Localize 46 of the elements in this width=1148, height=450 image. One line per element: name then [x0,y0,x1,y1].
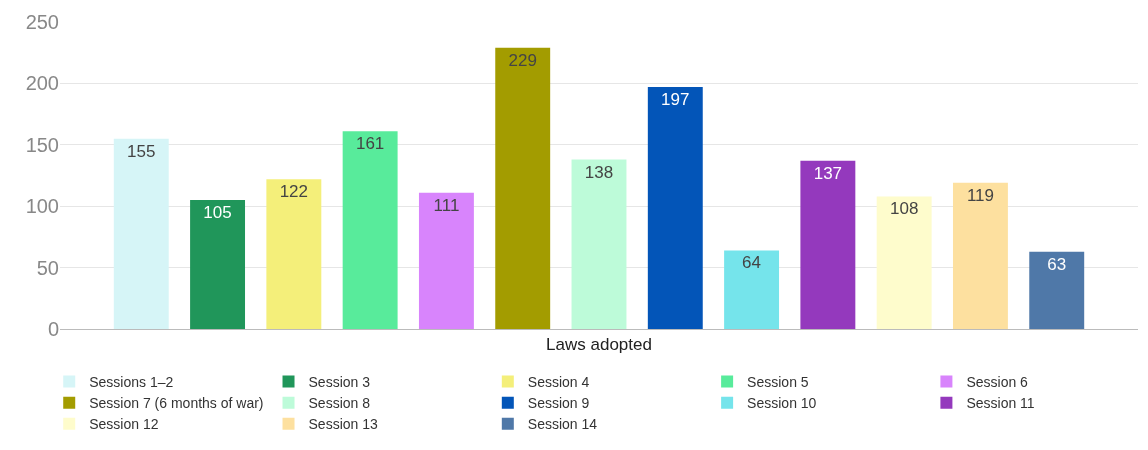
bar [571,159,627,329]
legend-label: Session 5 [747,373,809,390]
data-label: 161 [355,134,385,154]
data-label: 122 [279,182,309,202]
legend-label: Session 9 [527,395,590,412]
bar [952,182,1008,329]
bar [800,160,856,329]
y-tick-label: 50 [36,256,59,279]
x-tick-label: Laws adopted [546,335,652,355]
bar [190,200,246,329]
data-label: 155 [127,141,156,161]
data-label: 63 [1047,254,1067,274]
legend-label: Session 14 [527,416,598,433]
legend-label: Session 12 [89,416,159,433]
data-label: 229 [508,50,537,70]
legend-label: Sessions 1–2 [89,373,174,390]
bar [113,138,169,329]
y-tick-label: 200 [25,72,59,95]
bar [418,192,474,329]
legend-label: Session 8 [308,395,371,412]
y-tick-label: 0 [47,318,59,340]
legend-label: Session 13 [308,416,378,433]
legend-label: Session 6 [966,373,1029,390]
data-label: 138 [584,162,614,182]
legend-label: Session 7 (6 months of war) [89,395,264,412]
y-tick-label: 250 [25,11,59,33]
bar [876,196,932,329]
legend-label: Session 3 [308,373,371,390]
legend-label: Session 11 [966,395,1035,412]
data-label: 111 [433,195,460,215]
data-label: 108 [889,199,919,219]
legend-label: Session 10 [747,395,817,412]
data-label: 105 [203,203,232,223]
y-tick-label: 150 [25,133,59,156]
bar [342,131,398,329]
data-label: 137 [813,163,843,183]
data-label: 64 [742,253,762,273]
data-label: 197 [661,90,690,110]
bar [724,250,780,329]
y-tick-label: 100 [25,195,59,218]
bar [266,179,322,329]
data-label: 119 [966,185,994,205]
legend-label: Session 4 [527,373,590,390]
bar [647,87,703,329]
bar [495,47,551,329]
bar [1029,251,1085,329]
